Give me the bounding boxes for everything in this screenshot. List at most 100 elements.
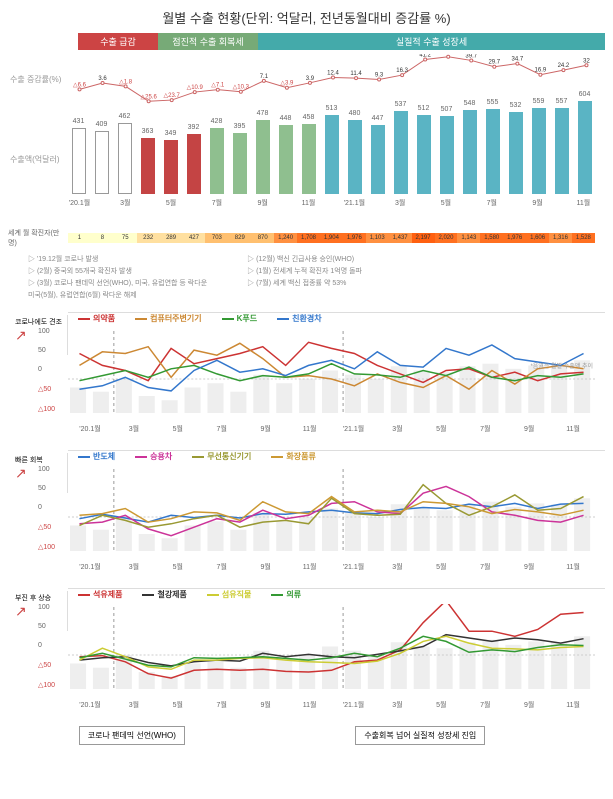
confirm-cell: 427 <box>183 233 206 243</box>
legend-label: 의약품 <box>93 313 115 324</box>
confirm-row: 세계 월 확진자(만명) 18752322894277038298701,240… <box>68 228 605 248</box>
confirm-cell: 1,708 <box>297 233 320 243</box>
legend-swatch <box>222 318 234 320</box>
annotation: ▷ (1월) 전세계 누적 확진자 1억명 돌파 <box>247 266 362 276</box>
confirm-cell: 829 <box>228 233 251 243</box>
xaxis-label: 11월 <box>288 424 332 434</box>
xaxis-label: 9월 <box>526 198 549 208</box>
subchart: 부진 후 상승↗석유제품철강제품섬유직물의류100500△50△100'20.1… <box>68 588 605 718</box>
legend-swatch <box>135 456 147 458</box>
bars-area: 4314094623633493924283954784484585134804… <box>68 84 595 194</box>
xaxis-label: 7월 <box>200 424 244 434</box>
xaxis-label: '21.1월 <box>332 424 376 434</box>
bar-value: 395 <box>234 123 246 130</box>
legend-label: K푸드 <box>237 313 258 324</box>
bar-value: 532 <box>510 102 522 109</box>
xaxis-label: 5월 <box>160 198 183 208</box>
ytick: 0 <box>38 642 55 649</box>
legend-item: 무선통신기기 <box>192 451 251 462</box>
export-bar <box>118 123 132 194</box>
export-bar <box>463 110 477 194</box>
ytick: △100 <box>38 681 55 689</box>
xaxis-label: 9월 <box>251 198 274 208</box>
xaxis-top: '20.1월3월5월7월9월11월'21.1월3월5월7월9월11월 <box>68 198 595 208</box>
xaxis-label <box>412 198 435 208</box>
bar-value: 447 <box>372 115 384 122</box>
ytick: △50 <box>38 523 55 531</box>
bar-value: 409 <box>96 121 108 128</box>
phase-label: 수출 급감 <box>78 33 158 50</box>
confirm-cell: 1 <box>68 233 91 243</box>
xaxis-label: 5월 <box>419 700 463 710</box>
bar-value: 431 <box>73 118 85 125</box>
export-bar <box>187 134 201 194</box>
confirm-cell: 1,528 <box>572 233 595 243</box>
xaxis-label: 5월 <box>156 562 200 572</box>
xaxis-label: 9월 <box>507 562 551 572</box>
export-bar <box>233 133 247 194</box>
legend-label: 섬유직물 <box>222 589 251 600</box>
xaxis-label: 7월 <box>463 424 507 434</box>
export-bar <box>555 108 569 194</box>
legend-swatch <box>271 594 283 596</box>
export-bar <box>578 101 592 194</box>
xaxis-label: 3월 <box>375 424 419 434</box>
ytick: 100 <box>38 328 55 335</box>
legend-swatch <box>78 456 90 458</box>
xaxis-label: 9월 <box>507 424 551 434</box>
legend-item: K푸드 <box>222 313 258 324</box>
xaxis-label: 5월 <box>419 424 463 434</box>
ytick: △50 <box>38 385 55 393</box>
export-bar <box>486 109 500 194</box>
confirm-cell: 1,976 <box>503 233 526 243</box>
badge-label: 코로나에도 견조 <box>15 317 65 327</box>
legend-item: 의약품 <box>78 313 115 324</box>
legend-item: 반도체 <box>78 451 115 462</box>
legend-swatch <box>271 456 283 458</box>
confirm-cell: 8 <box>91 233 114 243</box>
export-bar <box>210 128 224 194</box>
confirm-cell: 2,197 <box>412 233 435 243</box>
legend-label: 친환경차 <box>292 313 321 324</box>
confirm-cell: 870 <box>251 233 274 243</box>
xaxis-label: 3월 <box>375 562 419 572</box>
xaxis-label: 11월 <box>551 424 595 434</box>
bar-value: 537 <box>395 101 407 108</box>
legend-swatch <box>192 456 204 458</box>
xaxis-label <box>137 198 160 208</box>
bar-value: 428 <box>211 118 223 125</box>
xaxis-label: 11월 <box>288 700 332 710</box>
badge-label: 부진 후 상승 <box>15 593 65 603</box>
confirm-cell: 1,316 <box>549 233 572 243</box>
bottom-labels: 코로나 팬데믹 선언(WHO)수출회복 넘어 실질적 성장세 진입 <box>68 726 605 745</box>
bottom-annotation: 코로나 팬데믹 선언(WHO) <box>79 726 185 745</box>
export-bar <box>164 140 178 194</box>
xaxis-label: 7월 <box>200 700 244 710</box>
xaxis-label <box>549 198 572 208</box>
legend-label: 컴퓨터주변기기 <box>150 313 202 324</box>
confirm-cell: 1,606 <box>526 233 549 243</box>
bar-value: 548 <box>464 100 476 107</box>
xaxis-label: 11월 <box>288 562 332 572</box>
ylabel-growth: 수출 증감률(%) <box>10 74 61 85</box>
xaxis-label <box>366 198 389 208</box>
subchart-plot <box>68 466 595 551</box>
export-bar <box>279 125 293 194</box>
annotation: ▷ (3월) 코로나 팬데믹 선언(WHO), 미국, 유럽연합 등 락다운 <box>28 278 207 288</box>
xaxis-label: 7월 <box>463 562 507 572</box>
export-bar <box>394 111 408 194</box>
bar-value: 363 <box>142 128 154 135</box>
xaxis-label: 11월 <box>297 198 320 208</box>
legend-item: 화장품류 <box>271 451 315 462</box>
bar-value: 557 <box>556 98 568 105</box>
subchart-plot <box>68 328 595 413</box>
bar-value: 392 <box>188 124 200 131</box>
export-bar <box>440 116 454 194</box>
ylabel-amount: 수출액(억달러) <box>10 154 60 165</box>
xaxis-label: '20.1월 <box>68 198 91 208</box>
ytick: 0 <box>38 366 55 373</box>
legend-swatch <box>142 594 154 596</box>
legend-item: 철강제품 <box>142 589 186 600</box>
confirm-cell: 289 <box>160 233 183 243</box>
export-bar <box>417 115 431 194</box>
